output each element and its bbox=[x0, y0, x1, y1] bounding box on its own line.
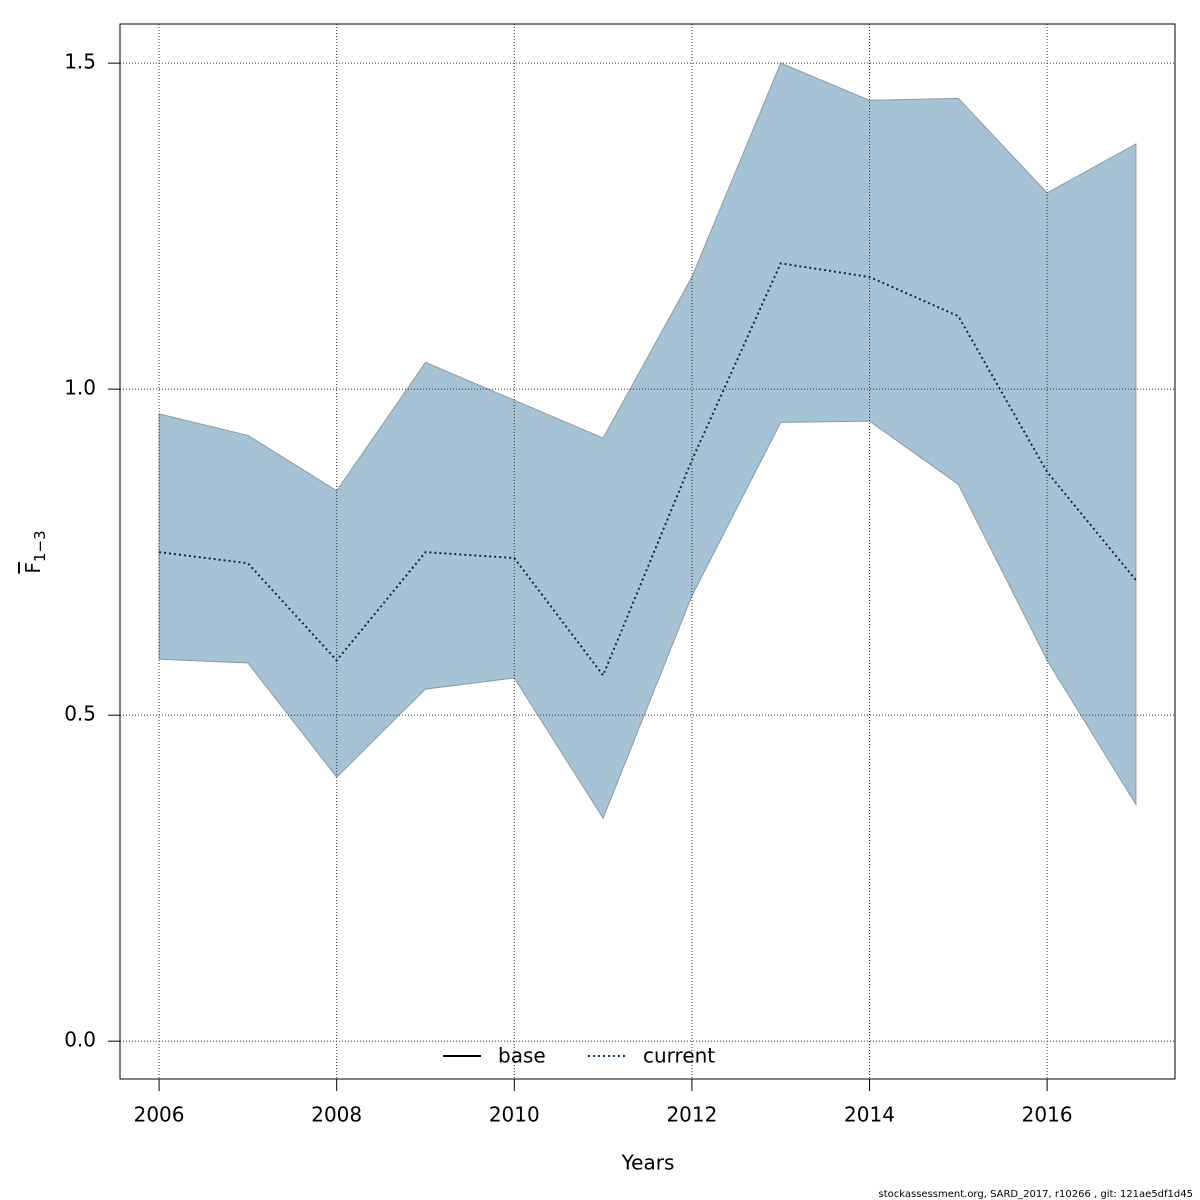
legend-label: current bbox=[643, 1044, 715, 1068]
y-tick-label: 1.5 bbox=[64, 50, 96, 74]
y-tick-label: 1.0 bbox=[64, 376, 96, 400]
x-tick-label: 2016 bbox=[1022, 1103, 1073, 1127]
y-axis-label-sub: 1−3 bbox=[31, 530, 49, 562]
legend-label: base bbox=[498, 1044, 546, 1068]
confidence-band bbox=[158, 62, 1137, 820]
x-tick-label: 2008 bbox=[311, 1103, 362, 1127]
x-tick-label: 2006 bbox=[134, 1103, 185, 1127]
plot-frame bbox=[119, 23, 1176, 1080]
y-tick-label: 0.5 bbox=[64, 702, 96, 726]
x-tick-label: 2012 bbox=[666, 1103, 717, 1127]
y-axis-label-main: F bbox=[21, 562, 45, 574]
x-axis-label: Years bbox=[621, 1151, 675, 1175]
x-tick-label: 2014 bbox=[844, 1103, 895, 1127]
footer: stockassessment.org, SARD_2017, r10266 ,… bbox=[879, 1189, 1194, 1200]
y-axis-label: F1−3 bbox=[21, 530, 49, 573]
x-tick-label: 2010 bbox=[489, 1103, 540, 1127]
y-tick-label: 0.0 bbox=[64, 1028, 96, 1052]
